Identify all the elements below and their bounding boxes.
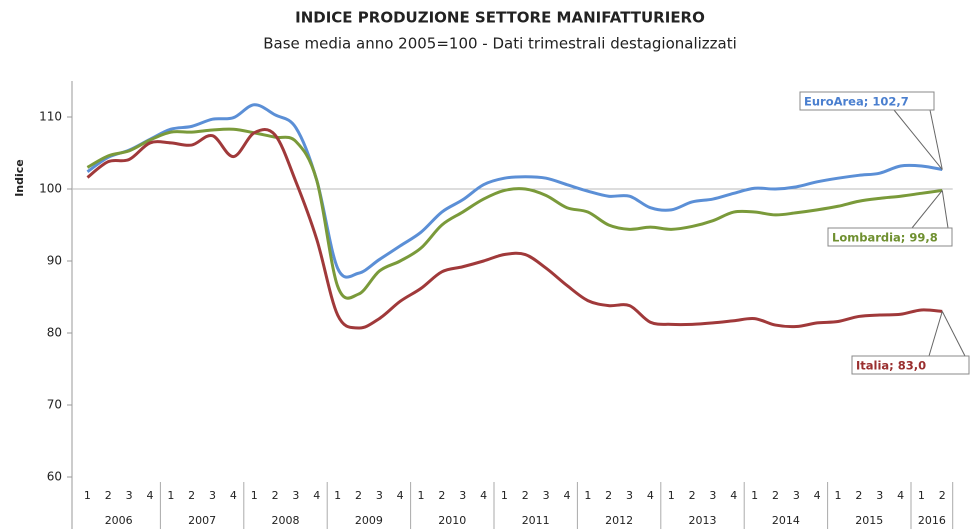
year-label: 2011 [522, 514, 550, 527]
label-leader [911, 190, 943, 229]
label-leader [941, 190, 949, 229]
x-tick-label: 3 [709, 489, 716, 502]
label-leader [928, 311, 943, 357]
x-tick-label: 3 [459, 489, 466, 502]
end-label: EuroArea; 102,7 [804, 95, 909, 109]
x-tick-label: 2 [605, 489, 612, 502]
x-tick-label: 3 [626, 489, 633, 502]
year-label: 2006 [105, 514, 133, 527]
x-tick-label: 2 [689, 489, 696, 502]
year-label: 2007 [188, 514, 216, 527]
year-label: 2015 [855, 514, 883, 527]
year-label: 2012 [605, 514, 633, 527]
label-leader [941, 311, 966, 357]
y-tick-label: 100 [39, 182, 62, 196]
x-tick-label: 3 [126, 489, 133, 502]
x-tick-label: 3 [793, 489, 800, 502]
x-tick-label: 1 [84, 489, 91, 502]
year-label: 2014 [772, 514, 800, 527]
label-leader [893, 109, 943, 170]
x-tick-label: 4 [480, 489, 487, 502]
x-tick-label: 1 [918, 489, 925, 502]
x-tick-label: 3 [876, 489, 883, 502]
x-tick-label: 4 [397, 489, 404, 502]
x-tick-label: 3 [543, 489, 550, 502]
series-line [86, 128, 943, 330]
x-tick-label: 2 [105, 489, 112, 502]
x-tick-label: 4 [230, 489, 237, 502]
x-tick-label: 3 [376, 489, 383, 502]
x-tick-label: 1 [251, 489, 258, 502]
x-tick-label: 2 [188, 489, 195, 502]
y-tick-label: 80 [47, 326, 62, 340]
x-tick-label: 3 [292, 489, 299, 502]
x-tick-label: 4 [313, 489, 320, 502]
y-tick-label: 90 [47, 254, 62, 268]
year-label: 2016 [918, 514, 946, 527]
x-tick-label: 4 [647, 489, 654, 502]
x-tick-label: 1 [167, 489, 174, 502]
x-tick-label: 2 [522, 489, 529, 502]
label-leader [929, 109, 943, 170]
x-tick-label: 1 [418, 489, 425, 502]
year-label: 2010 [438, 514, 466, 527]
x-tick-label: 4 [146, 489, 153, 502]
x-tick-label: 2 [855, 489, 862, 502]
y-tick-label: 110 [39, 110, 62, 124]
end-label: Italia; 83,0 [856, 359, 926, 373]
year-label: 2008 [272, 514, 300, 527]
x-tick-label: 2 [355, 489, 362, 502]
x-tick-label: 2 [939, 489, 946, 502]
x-tick-label: 4 [563, 489, 570, 502]
series-line [86, 103, 943, 279]
x-tick-label: 4 [897, 489, 904, 502]
x-tick-label: 1 [835, 489, 842, 502]
end-label: Lombardia; 99,8 [832, 231, 938, 245]
chart-subtitle: Base media anno 2005=100 - Dati trimestr… [263, 35, 737, 53]
x-tick-label: 2 [772, 489, 779, 502]
x-tick-label: 2 [438, 489, 445, 502]
label-box [799, 91, 935, 111]
x-tick-label: 4 [730, 489, 737, 502]
label-box [827, 227, 953, 247]
label-box [851, 355, 970, 375]
x-tick-label: 2 [272, 489, 279, 502]
year-label: 2013 [689, 514, 717, 527]
x-tick-label: 1 [334, 489, 341, 502]
y-axis-label: Indice [13, 159, 26, 197]
y-tick-label: 70 [47, 398, 62, 412]
year-label: 2009 [355, 514, 383, 527]
x-tick-label: 1 [584, 489, 591, 502]
x-tick-label: 1 [501, 489, 508, 502]
x-tick-label: 3 [209, 489, 216, 502]
series-line [86, 127, 943, 300]
x-tick-label: 1 [751, 489, 758, 502]
x-tick-label: 4 [814, 489, 821, 502]
y-tick-label: 60 [47, 470, 62, 484]
x-tick-label: 1 [668, 489, 675, 502]
chart-title: INDICE PRODUZIONE SETTORE MANIFATTURIERO [295, 9, 705, 27]
